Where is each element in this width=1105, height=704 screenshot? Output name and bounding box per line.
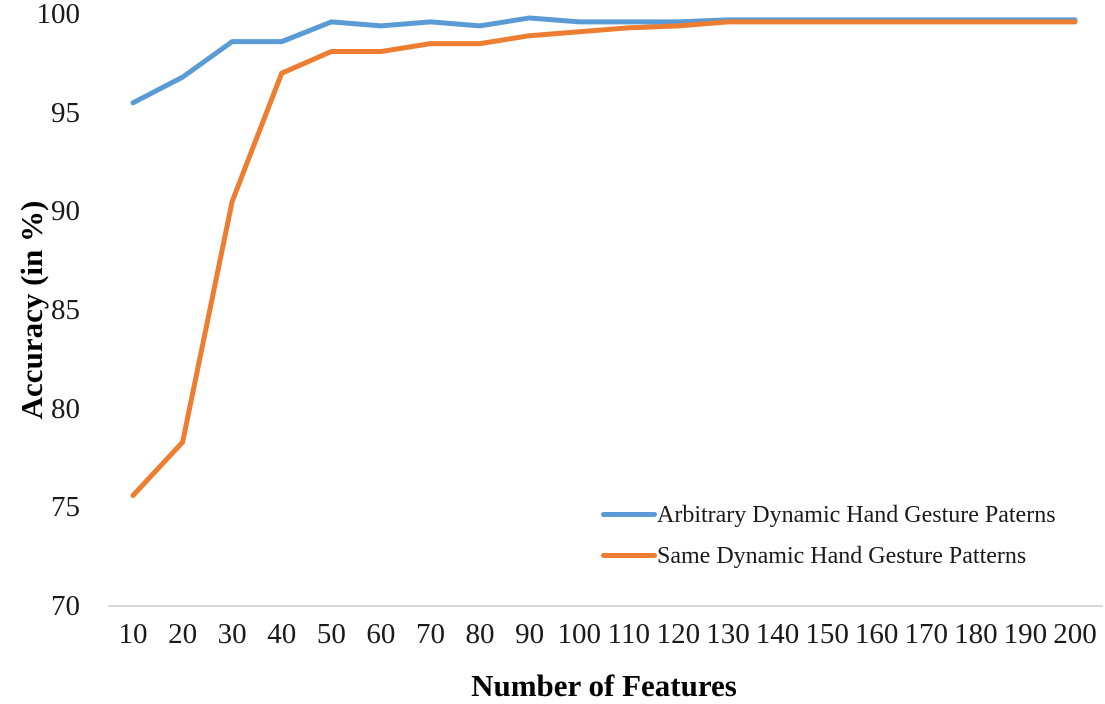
x-tick-label: 140 bbox=[755, 618, 800, 650]
x-tick-label: 50 bbox=[316, 618, 346, 650]
x-tick-label: 170 bbox=[904, 618, 949, 650]
y-tick-label: 70 bbox=[51, 590, 80, 622]
y-tick-label: 90 bbox=[51, 195, 80, 228]
x-tick-label: 60 bbox=[366, 618, 396, 650]
x-tick-label: 200 bbox=[1053, 618, 1097, 650]
legend-line-swatch bbox=[601, 512, 657, 517]
y-tick-label: 75 bbox=[51, 491, 80, 524]
x-tick-label: 30 bbox=[217, 618, 247, 650]
y-axis-title: Accuracy (in %) bbox=[14, 200, 49, 420]
legend-item: Arbitrary Dynamic Hand Gesture Paterns bbox=[601, 494, 1056, 535]
x-tick-label: 110 bbox=[607, 618, 650, 650]
legend-label: Arbitrary Dynamic Hand Gesture Paterns bbox=[657, 501, 1056, 528]
x-tick-label: 80 bbox=[465, 618, 495, 650]
x-tick-label: 10 bbox=[118, 618, 148, 650]
y-tick-label: 95 bbox=[51, 96, 80, 129]
legend-label: Same Dynamic Hand Gesture Patterns bbox=[657, 542, 1027, 569]
x-tick-label: 90 bbox=[515, 618, 545, 650]
x-tick-label: 70 bbox=[415, 618, 445, 650]
x-tick-label: 120 bbox=[656, 618, 701, 650]
x-tick-label: 20 bbox=[168, 618, 198, 650]
x-tick-label: 160 bbox=[854, 618, 899, 650]
x-tick-label: 190 bbox=[1003, 618, 1048, 650]
x-tick-label: 100 bbox=[557, 618, 601, 650]
x-tick-label: 150 bbox=[805, 618, 849, 650]
series-line-1 bbox=[130, 19, 1078, 498]
legend-item: Same Dynamic Hand Gesture Patterns bbox=[601, 535, 1056, 576]
x-tick-label: 40 bbox=[267, 618, 297, 650]
y-tick-label: 100 bbox=[36, 0, 81, 30]
legend-line-swatch bbox=[601, 553, 657, 558]
y-tick-label: 85 bbox=[51, 294, 80, 326]
x-tick-label: 130 bbox=[706, 618, 750, 650]
legend: Arbitrary Dynamic Hand Gesture Paterns Sa… bbox=[601, 494, 1056, 576]
y-tick-label: 80 bbox=[51, 392, 80, 425]
x-axis-title: Number of Features bbox=[471, 668, 737, 703]
x-tick-label: 180 bbox=[954, 618, 998, 650]
